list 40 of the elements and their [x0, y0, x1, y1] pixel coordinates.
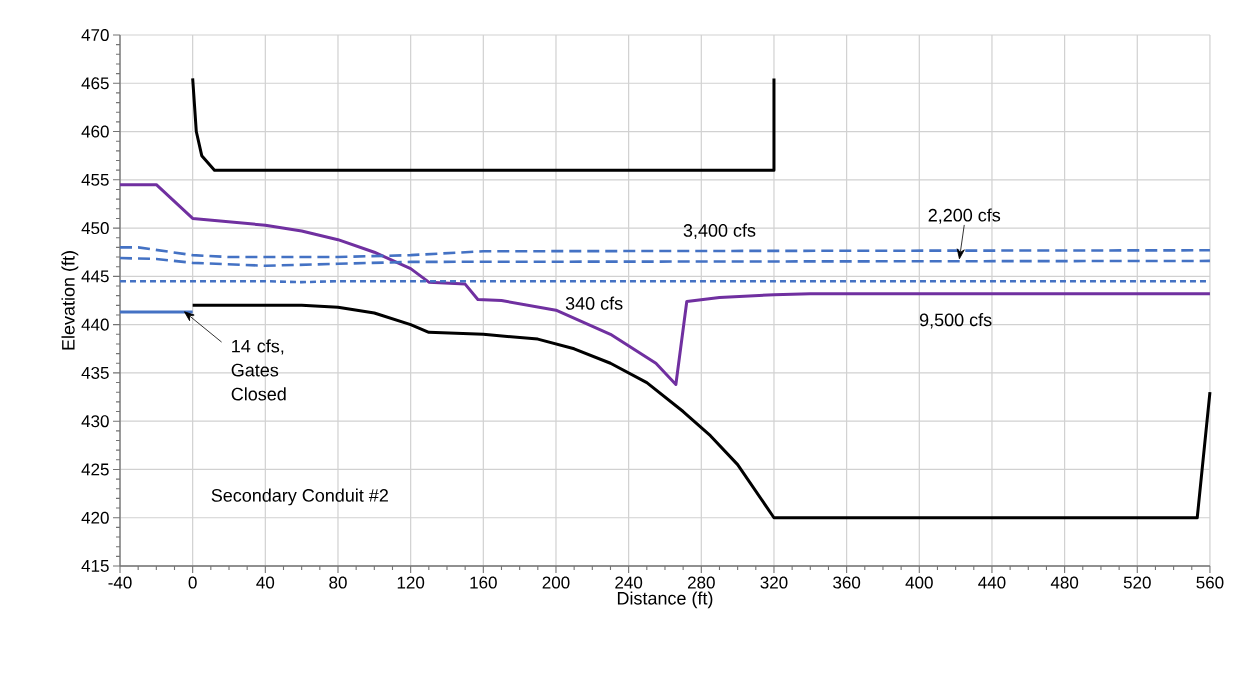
x-tick-label: 80	[329, 576, 347, 589]
y-tick-label: 470	[81, 28, 109, 42]
x-axis-title: Distance (ft)	[617, 591, 713, 609]
x-tick-label: 160	[470, 576, 497, 589]
line-series	[118, 256, 1212, 268]
y-tick-label: 450	[81, 222, 109, 235]
line-series	[118, 246, 1212, 259]
y-tick-label: 460	[81, 125, 109, 138]
annotation: 340 cfs	[565, 296, 623, 310]
annotation: 9,500 cfs	[919, 313, 992, 329]
y-tick-label: 440	[81, 318, 109, 331]
x-tick-label: 400	[905, 576, 933, 589]
line-series	[118, 183, 1212, 386]
annotation: Secondary Conduit #2	[211, 488, 388, 506]
x-tick-label: 440	[978, 576, 1006, 589]
x-tick-label: 200	[542, 576, 570, 589]
x-tick-label: 480	[1050, 576, 1079, 589]
y-tick-label: 415	[81, 560, 109, 572]
x-tick-label: 40	[256, 576, 275, 589]
x-tick-label: 360	[833, 576, 861, 589]
annotation: 2,200 cfs	[928, 208, 1001, 224]
y-tick-label: 455	[81, 173, 109, 186]
x-tick-label: 0	[188, 576, 197, 589]
y-tick-label: 435	[81, 366, 109, 379]
y-tick-label: 445	[81, 270, 109, 283]
y-tick-label: 430	[81, 415, 109, 428]
y-tick-label: 465	[81, 77, 109, 90]
line-series	[191, 76, 776, 172]
x-tick-label: -40	[108, 576, 132, 589]
y-axis-title: Elevation (ft)	[61, 251, 79, 350]
annotation: 14 cfs, Gates Closed	[231, 339, 286, 401]
x-tick-label: 520	[1123, 576, 1151, 589]
annotation: 3,400 cfs	[683, 223, 756, 239]
y-tick-label: 425	[81, 463, 109, 476]
x-tick-label: 320	[760, 576, 788, 589]
y-tick-label: 420	[81, 511, 109, 524]
x-tick-label: 560	[1196, 576, 1224, 589]
x-tick-label: 120	[397, 576, 425, 589]
x-tick-label: 240	[615, 576, 643, 589]
x-tick-label: 280	[687, 576, 715, 589]
